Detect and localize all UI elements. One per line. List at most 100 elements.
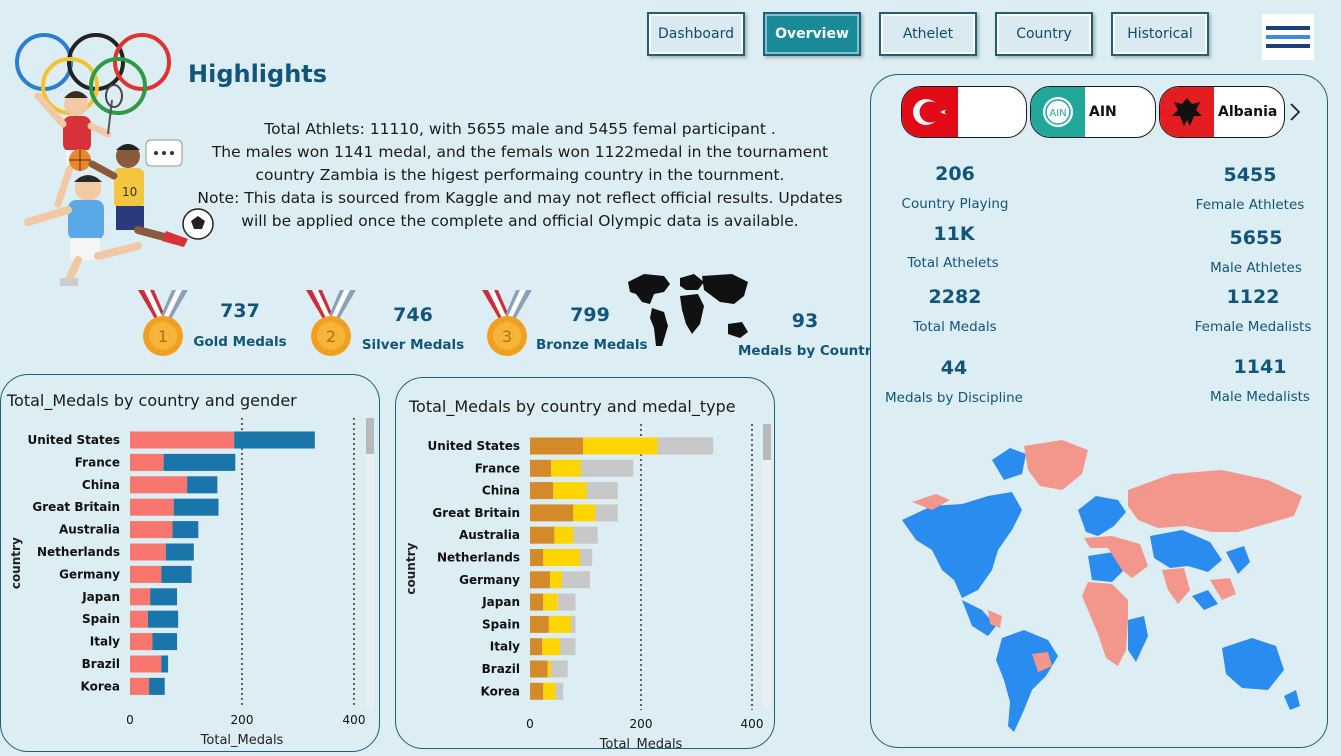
bar-segment[interactable]: [530, 526, 555, 544]
chevron-right-icon[interactable]: [1288, 102, 1302, 122]
bar-segment[interactable]: [530, 459, 552, 477]
bar-segment[interactable]: [149, 677, 165, 695]
y-category-label: France: [75, 455, 120, 469]
bar-segment[interactable]: [187, 476, 218, 494]
bronze-medal-icon: 3: [482, 290, 532, 356]
summary-line: The males won 1141 medal, and the femals…: [211, 143, 829, 161]
bar-segment[interactable]: [530, 482, 554, 500]
bar-segment[interactable]: [161, 565, 192, 583]
chart-medal-type-plot: 0 200 400 United States France China Great Bri…: [404, 424, 771, 748]
bar-segment[interactable]: [173, 498, 219, 516]
scrollbar-track[interactable]: [366, 418, 374, 708]
x-tick-label: 200: [630, 717, 653, 731]
bar-segment[interactable]: [555, 682, 564, 700]
bar-segment[interactable]: [559, 638, 576, 656]
bar-segment[interactable]: [130, 565, 162, 583]
nav-overview-button[interactable]: Overview: [763, 12, 861, 56]
bar-segment[interactable]: [530, 571, 550, 589]
bar-segment[interactable]: [657, 437, 714, 455]
nav-dashboard-button[interactable]: Dashboard: [647, 12, 745, 56]
highlights-summary: Total Athlets: 11110, with 5655 male and…: [180, 118, 860, 233]
bar-segment[interactable]: [554, 526, 574, 544]
bar-segment[interactable]: [163, 453, 236, 471]
bar-segment[interactable]: [172, 521, 199, 539]
y-category-label: Netherlands: [37, 545, 120, 559]
bar-segment[interactable]: [530, 549, 544, 566]
bar-segment[interactable]: [543, 549, 580, 566]
nav-historical-button[interactable]: Historical: [1111, 12, 1209, 56]
bar-segment[interactable]: [530, 682, 544, 700]
olympic-athletes-illustration: 10: [15, 33, 214, 286]
scrollbar-thumb[interactable]: [366, 418, 374, 454]
bar-segment[interactable]: [543, 682, 556, 700]
bar-segment[interactable]: [542, 638, 560, 656]
x-tick-label: 0: [126, 713, 134, 727]
medals-by-discipline-label: Medals by Discipline: [884, 390, 1023, 406]
bar-segment[interactable]: [573, 504, 596, 522]
bar-segment[interactable]: [130, 543, 166, 561]
bar-segment[interactable]: [547, 660, 552, 678]
nav-athelet-button[interactable]: Athelet: [879, 12, 977, 56]
scrollbar-thumb[interactable]: [763, 424, 771, 460]
bar-segment[interactable]: [530, 615, 549, 633]
bronze-medals-label: Bronze Medals: [536, 337, 648, 353]
female-medalists-value: 1122: [1226, 286, 1280, 308]
bar-segment[interactable]: [147, 610, 179, 628]
total-athletes-value: 11K: [933, 223, 975, 245]
hamburger-menu-icon[interactable]: [1262, 14, 1314, 60]
nav-country-button[interactable]: Country: [995, 12, 1093, 56]
bar-segment[interactable]: [130, 521, 173, 539]
bar-segment[interactable]: [551, 459, 582, 477]
bar-segment[interactable]: [130, 588, 151, 606]
bar-segment[interactable]: [530, 638, 543, 656]
bar-segment[interactable]: [595, 504, 618, 522]
speech-bubble-icon: [145, 139, 183, 167]
bar-segment[interactable]: [130, 476, 188, 494]
bar-segment[interactable]: [571, 615, 576, 633]
bar-segment[interactable]: [130, 633, 153, 651]
bar-segment[interactable]: [234, 431, 315, 449]
bar-segment[interactable]: [581, 459, 634, 477]
bar-segment[interactable]: [152, 633, 178, 651]
bar-segment[interactable]: [161, 655, 169, 673]
chart-gender-plot: 0 200 400 United States France China Great Bri…: [9, 418, 374, 748]
bar-segment[interactable]: [557, 593, 576, 611]
bar-segment[interactable]: [130, 431, 235, 449]
bar-segment[interactable]: [130, 677, 150, 695]
bar-segment[interactable]: [530, 504, 574, 522]
bar-segment[interactable]: [530, 437, 584, 455]
bar-segment[interactable]: [553, 482, 587, 500]
page-title: Highlights: [188, 60, 328, 88]
bar-segment[interactable]: [548, 615, 572, 633]
bar-segment[interactable]: [551, 660, 568, 678]
bar-segment[interactable]: [130, 610, 148, 628]
bar-segment[interactable]: [583, 437, 658, 455]
y-category-label: Australia: [59, 523, 120, 537]
scrollbar-track[interactable]: [763, 424, 771, 710]
y-category-label: Korea: [81, 679, 121, 693]
bar-segment[interactable]: [130, 453, 164, 471]
flag-card-ain[interactable]: AIN AIN: [1030, 86, 1156, 138]
medals-by-country-label: Medals by Country: [738, 343, 881, 359]
bar-segment[interactable]: [530, 660, 548, 678]
summary-line: Total Athlets: 11110, with 5655 male and…: [264, 120, 776, 138]
male-medalists-label: Male Medalists: [1210, 389, 1310, 405]
total-athletes-label: Total Athelets: [907, 255, 999, 271]
bar-segment[interactable]: [586, 482, 618, 500]
bar-segment[interactable]: [130, 655, 162, 673]
bar-segment[interactable]: [573, 526, 598, 544]
albania-flag-icon: [1160, 87, 1214, 137]
bar-segment[interactable]: [579, 549, 593, 566]
gold-medal-icon: 1: [138, 290, 188, 356]
bar-segment[interactable]: [549, 571, 563, 589]
world-choropleth-map[interactable]: [892, 440, 1312, 740]
bar-segment[interactable]: [543, 593, 558, 611]
flag-card-turkey[interactable]: [901, 86, 1027, 138]
bar-segment[interactable]: [530, 593, 544, 611]
bar-segment[interactable]: [562, 571, 590, 589]
svg-text:3: 3: [502, 327, 512, 346]
flag-card-albania[interactable]: Albania: [1159, 86, 1285, 138]
bar-segment[interactable]: [150, 588, 178, 606]
bar-segment[interactable]: [130, 498, 174, 516]
bar-segment[interactable]: [165, 543, 194, 561]
